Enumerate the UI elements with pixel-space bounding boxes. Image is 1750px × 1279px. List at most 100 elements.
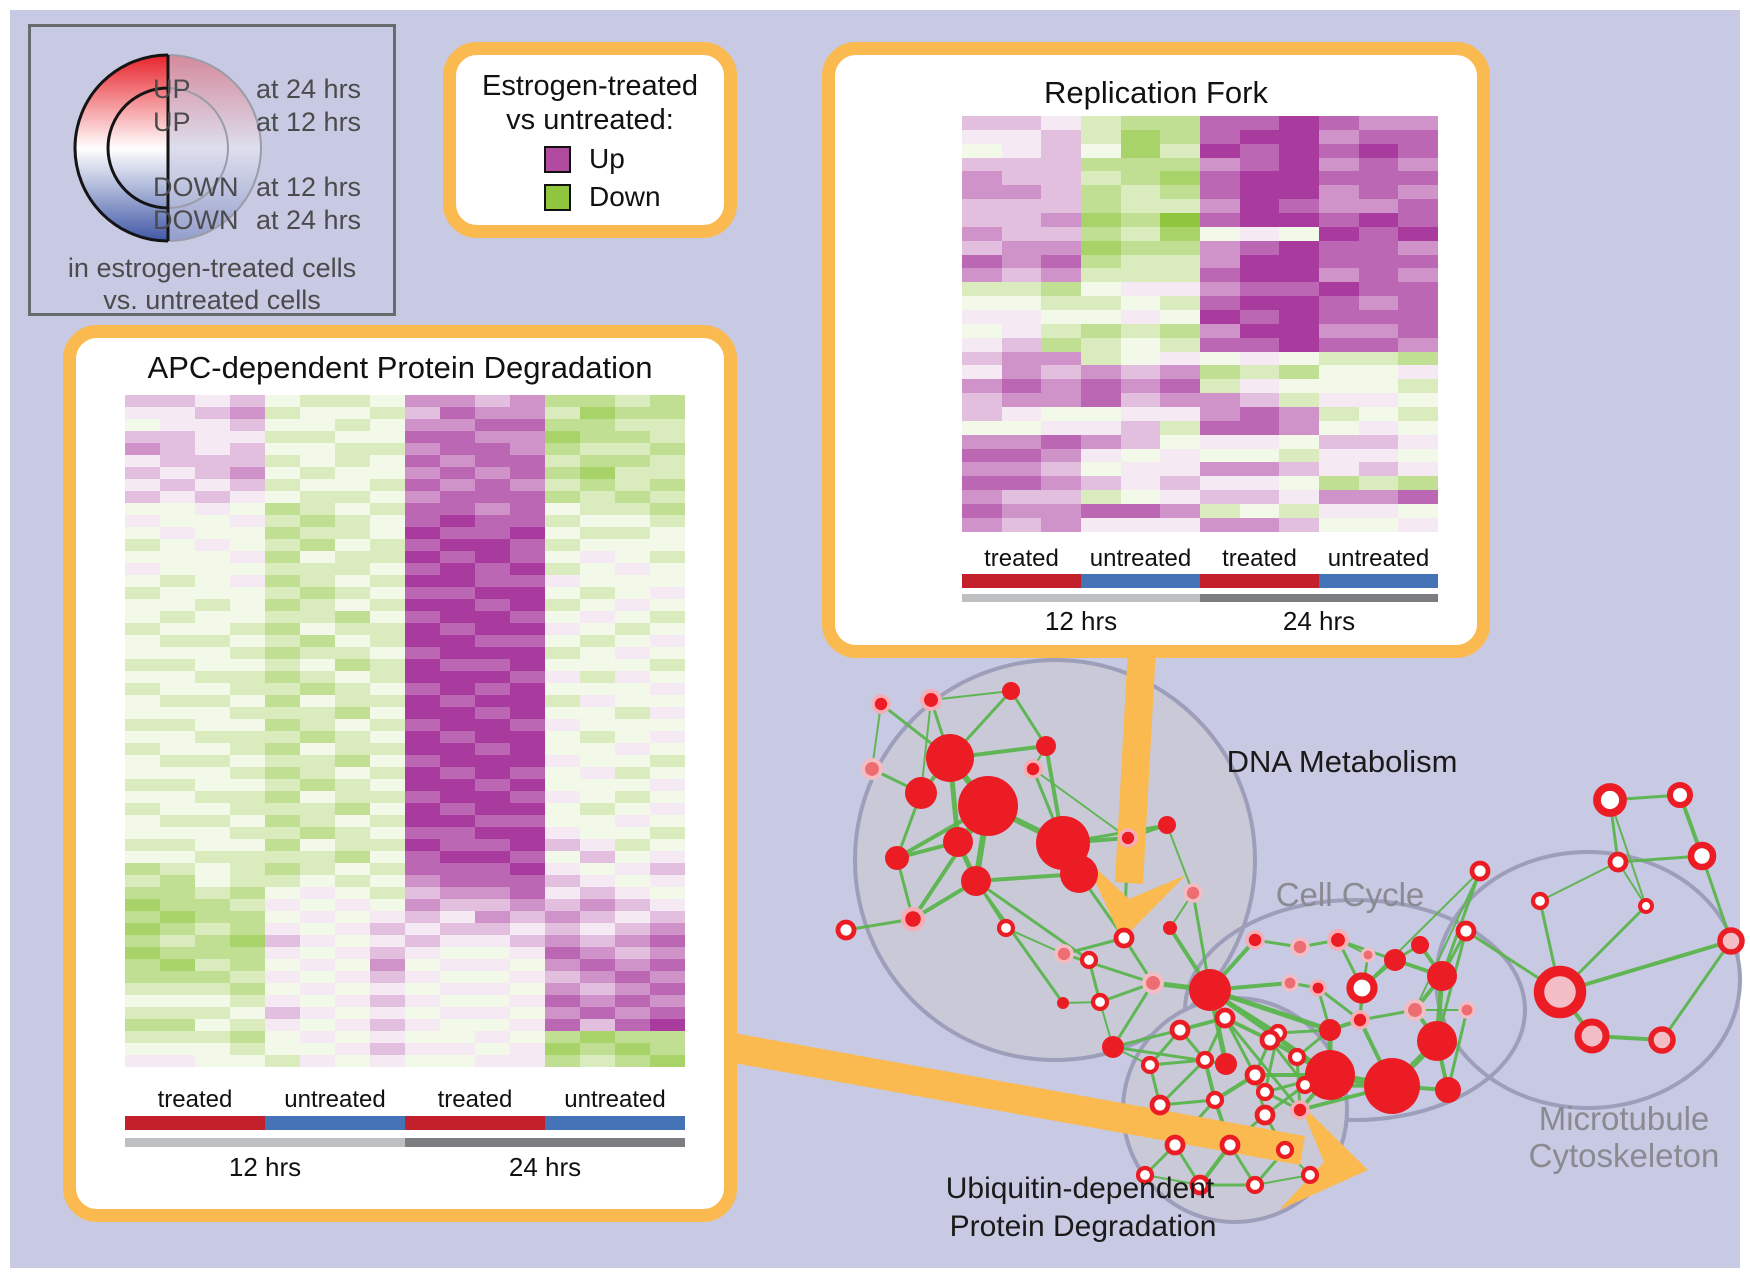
heatmap-cell xyxy=(1160,199,1201,214)
heatmap-cell xyxy=(440,503,475,515)
heatmap-cell xyxy=(1279,517,1320,532)
heatmap-cell xyxy=(265,887,300,899)
heatmap-row xyxy=(125,503,685,515)
heatmap-cell xyxy=(195,923,230,935)
heatmap-cell xyxy=(405,887,440,899)
heatmap-cell xyxy=(962,462,1002,477)
heatmap-cell xyxy=(1398,296,1439,311)
heatmap-cell xyxy=(370,767,405,779)
heatmap-cell xyxy=(1081,213,1121,227)
heatmap-cell xyxy=(335,827,370,839)
heatmap-cell xyxy=(580,419,615,431)
heatmap-cell xyxy=(405,911,440,923)
heatmap-cell xyxy=(1120,504,1161,518)
heatmap-cell xyxy=(195,635,230,647)
heatmap-cell xyxy=(335,755,370,767)
heatmap-cell xyxy=(440,839,475,851)
heatmap-cell xyxy=(195,983,230,995)
heatmap-row xyxy=(962,490,1439,505)
heatmap-cell xyxy=(440,995,475,1007)
heatmap-cell xyxy=(1200,365,1240,380)
heatmap-cell xyxy=(1319,116,1359,130)
heatmap-cell xyxy=(335,767,370,779)
heatmap-cell xyxy=(1239,310,1280,324)
heatmap-cell xyxy=(440,815,475,827)
heatmap-cell xyxy=(405,491,440,503)
heatmap-cell xyxy=(160,551,195,563)
heatmap-cell xyxy=(545,731,580,743)
heatmap-cell xyxy=(405,803,440,815)
heatmap-cell xyxy=(475,683,510,695)
heatmap-cell xyxy=(370,503,405,515)
heatmap-cell xyxy=(650,863,685,875)
heatmap-cell xyxy=(510,875,545,887)
heatmap-cell xyxy=(650,935,685,947)
heatmap-cell xyxy=(650,575,685,587)
heatmap-cell xyxy=(440,791,475,803)
heatmap-cell xyxy=(125,575,160,587)
heatmap-cell xyxy=(475,995,510,1007)
heatmap-cell xyxy=(1120,157,1161,172)
heatmap-cell xyxy=(1279,379,1320,394)
heatmap-cell xyxy=(300,779,335,791)
heatmap-cell xyxy=(195,587,230,599)
heatmap-cell xyxy=(265,587,300,599)
heatmap-cell xyxy=(370,911,405,923)
heatmap-row xyxy=(125,911,685,923)
heatmap-cell xyxy=(195,683,230,695)
heatmap-cell xyxy=(300,791,335,803)
heatmap-cell xyxy=(300,923,335,935)
heatmap-cell xyxy=(615,431,650,443)
heatmap-cell xyxy=(580,695,615,707)
heatmap-cell xyxy=(440,755,475,767)
heatmap-cell xyxy=(1279,420,1320,435)
heatmap-cell xyxy=(230,647,265,659)
heatmap-cell xyxy=(1120,129,1161,144)
heatmap-cell xyxy=(1398,434,1439,449)
heatmap-cell xyxy=(1279,185,1320,200)
key-footer-line1: in estrogen-treated cells xyxy=(67,253,357,283)
heatmap-cell xyxy=(510,659,545,671)
heatmap-cell xyxy=(230,1019,265,1031)
heatmap-cell xyxy=(1200,240,1240,255)
heatmap-cell xyxy=(370,515,405,527)
heatmap-cell xyxy=(230,479,265,491)
heatmap-row xyxy=(962,351,1439,366)
heatmap-cell xyxy=(475,491,510,503)
heatmap-cell xyxy=(1001,310,1042,324)
heatmap-cell xyxy=(650,839,685,851)
heatmap-cell xyxy=(300,1043,335,1055)
heatmap-cell xyxy=(195,431,230,443)
heatmap-cell xyxy=(1001,490,1042,505)
heatmap-cell xyxy=(370,1043,405,1055)
heatmap-cell xyxy=(230,911,265,923)
heatmap-cell xyxy=(475,1019,510,1031)
heatmap-cell xyxy=(335,419,370,431)
heatmap-cell xyxy=(405,539,440,551)
heatmap-cell xyxy=(405,707,440,719)
heatmap-cell xyxy=(160,695,195,707)
heatmap-cell xyxy=(370,1007,405,1019)
heatmap-cell xyxy=(1200,282,1240,297)
heatmap-cell xyxy=(195,563,230,575)
heatmap-cell xyxy=(265,635,300,647)
heatmap-cell xyxy=(230,887,265,899)
heatmap-cell xyxy=(160,971,195,983)
heatmap-cell xyxy=(300,611,335,623)
heatmap-cell xyxy=(475,875,510,887)
heatmap-cell xyxy=(475,1031,510,1043)
heatmap-cell xyxy=(1398,199,1439,214)
heatmap-cell xyxy=(545,851,580,863)
heatmap-cell xyxy=(1001,116,1042,130)
heatmap-cell xyxy=(440,743,475,755)
heatmap-cell xyxy=(405,623,440,635)
heatmap-cell xyxy=(962,365,1002,380)
heatmap-cell xyxy=(580,875,615,887)
heatmap-cell xyxy=(615,479,650,491)
heatmap-cell xyxy=(335,1019,370,1031)
heatmap-cell xyxy=(1358,393,1399,408)
heatmap-row xyxy=(125,539,685,551)
heatmap-cell xyxy=(580,791,615,803)
heatmap-cell xyxy=(1001,296,1042,311)
